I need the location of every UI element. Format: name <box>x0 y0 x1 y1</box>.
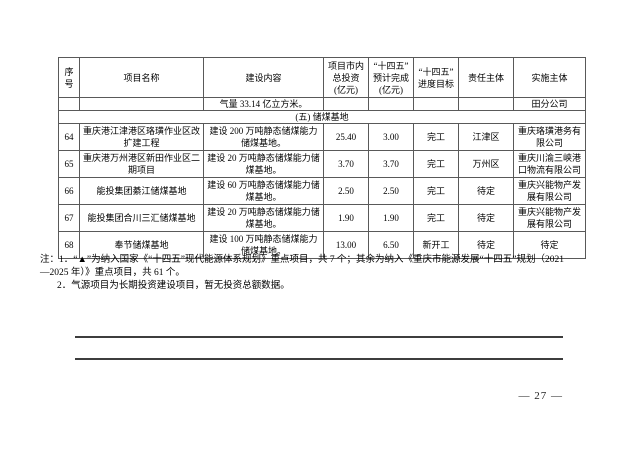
cell-progress-target: 完工 <box>413 150 459 178</box>
footnote-line: —2025 年）》重点项目，共 61 个。 <box>40 267 185 278</box>
cont-content-cell: 气量 33.14 亿立方米。 <box>203 97 324 111</box>
continuation-row: 气量 33.14 亿立方米。 田分公司 <box>58 97 586 111</box>
cell-progress-target: 完工 <box>413 204 459 232</box>
header-total-investment: 项目市内 总投资 (亿元) <box>323 57 369 98</box>
header-expected-completion: “十四五” 预计完成 (亿元) <box>368 57 414 98</box>
table-row: 65 重庆港万州港区新田作业区二期项目 建设 20 万吨静态储煤能力储煤基地。 … <box>58 150 586 178</box>
footnote-line: 2．气源项目为长期投资建设项目，暂无投资总额数据。 <box>57 280 290 291</box>
footnote-line: 注：1．“▲”为纳入国家《“十四五”现代能源体系规划》重点项目，共 7 个；其余… <box>40 255 564 265</box>
section-row: (五) 储煤基地 <box>58 110 586 124</box>
header-no: 序号 <box>58 57 80 98</box>
cell-no: 65 <box>58 150 80 178</box>
cell-responsible-entity: 待定 <box>458 177 514 205</box>
cell-implementing-entity: 重庆川渝三峡港口物流有限公司 <box>513 150 586 178</box>
cell-construction-content: 建设 20 万吨静态储煤能力储煤基地。 <box>203 204 324 232</box>
cont-implementer-cell: 田分公司 <box>513 97 586 111</box>
cell-progress-target: 完工 <box>413 123 459 151</box>
header-project-name: 项目名称 <box>79 57 204 98</box>
cell-implementing-entity: 重庆兴能物产发展有限公司 <box>513 177 586 205</box>
cont-no-cell <box>58 97 80 111</box>
cont-expected-cell <box>368 97 414 111</box>
cell-progress-target: 完工 <box>413 177 459 205</box>
cell-project-name: 重庆港万州港区新田作业区二期项目 <box>79 150 204 178</box>
cont-target-cell <box>413 97 459 111</box>
cell-no: 64 <box>58 123 80 151</box>
cont-name-cell <box>79 97 204 111</box>
cont-responsible-cell <box>458 97 514 111</box>
table-row: 66 能投集团綦江储煤基地 建设 60 万吨静态储煤能力储煤基地。 2.50 2… <box>58 177 586 205</box>
cell-responsible-entity: 待定 <box>458 204 514 232</box>
cell-project-name: 重庆港江津港区珞璜作业区改扩建工程 <box>79 123 204 151</box>
cell-construction-content: 建设 60 万吨静态储煤能力储煤基地。 <box>203 177 324 205</box>
cell-total-investment: 1.90 <box>323 204 369 232</box>
header-construction-content: 建设内容 <box>203 57 324 98</box>
cell-implementing-entity: 待定 <box>513 231 586 259</box>
cell-project-name: 奉节储煤基地 <box>79 231 204 259</box>
footer-rule-top <box>75 336 563 338</box>
cell-expected-completion: 1.90 <box>368 204 414 232</box>
project-table: 序号 项目名称 建设内容 项目市内 总投资 (亿元) “十四五” 预计完成 (亿… <box>58 57 586 259</box>
header-responsible-entity: 责任主体 <box>458 57 514 98</box>
section-label: (五) 储煤基地 <box>58 110 586 124</box>
cell-no: 67 <box>58 204 80 232</box>
table-row: 68 奉节储煤基地 建设 100 万吨静态储煤能力储煤基地。 13.00 6.5… <box>58 231 586 259</box>
cell-expected-completion: 2.50 <box>368 177 414 205</box>
cell-total-investment: 2.50 <box>323 177 369 205</box>
table-row: 67 能投集团合川三汇储煤基地 建设 20 万吨静态储煤能力储煤基地。 1.90… <box>58 204 586 232</box>
cell-responsible-entity: 江津区 <box>458 123 514 151</box>
header-implementing-entity: 实施主体 <box>513 57 586 98</box>
page-number: — 27 — <box>518 390 563 402</box>
cell-construction-content: 建设 100 万吨静态储煤能力储煤基地。 <box>203 231 324 259</box>
table-row: 64 重庆港江津港区珞璜作业区改扩建工程 建设 200 万吨静态储煤能力储煤基地… <box>58 123 586 151</box>
cell-responsible-entity: 待定 <box>458 231 514 259</box>
cell-implementing-entity: 重庆珞璜港务有限公司 <box>513 123 586 151</box>
footer-rule-bottom <box>75 358 563 360</box>
cell-construction-content: 建设 200 万吨静态储煤能力储煤基地。 <box>203 123 324 151</box>
cell-project-name: 能投集团綦江储煤基地 <box>79 177 204 205</box>
cell-total-investment: 25.40 <box>323 123 369 151</box>
cell-expected-completion: 3.00 <box>368 123 414 151</box>
cont-invest-cell <box>323 97 369 111</box>
cell-project-name: 能投集团合川三汇储煤基地 <box>79 204 204 232</box>
cell-total-investment: 3.70 <box>323 150 369 178</box>
cell-construction-content: 建设 20 万吨静态储煤能力储煤基地。 <box>203 150 324 178</box>
cell-expected-completion: 3.70 <box>368 150 414 178</box>
cell-responsible-entity: 万州区 <box>458 150 514 178</box>
table-header-row: 序号 项目名称 建设内容 项目市内 总投资 (亿元) “十四五” 预计完成 (亿… <box>58 57 586 98</box>
header-progress-target: “十四五” 进度目标 <box>413 57 459 98</box>
cell-implementing-entity: 重庆兴能物产发展有限公司 <box>513 204 586 232</box>
footnotes: 注：1．“▲”为纳入国家《“十四五”现代能源体系规划》重点项目，共 7 个；其余… <box>40 254 602 292</box>
cell-no: 66 <box>58 177 80 205</box>
